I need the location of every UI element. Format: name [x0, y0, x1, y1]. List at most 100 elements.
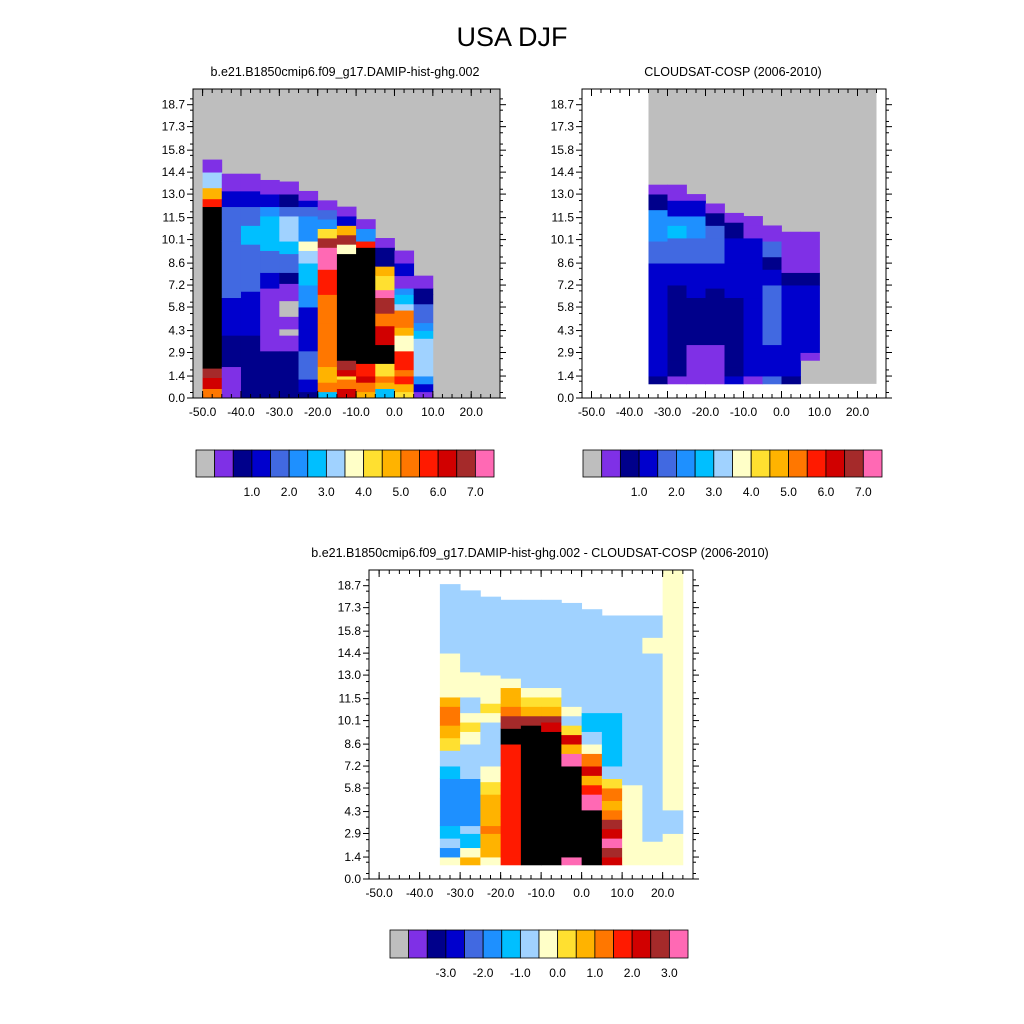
x-tick-label: -40.0 — [616, 405, 644, 419]
heatmap-cell — [500, 715, 522, 729]
heatmap-cell — [394, 250, 415, 264]
heatmap-cell — [581, 609, 603, 698]
heatmap-cell — [601, 800, 623, 811]
heatmap-cell — [743, 216, 763, 226]
colorbar-swatch — [657, 449, 677, 478]
colorbar-swatch — [251, 449, 271, 478]
colorbar-label: 5.0 — [780, 485, 797, 499]
heatmap-cell — [394, 288, 415, 295]
heatmap-cell — [460, 590, 481, 673]
heatmap-cell — [240, 225, 261, 245]
colorbar-swatch — [862, 449, 883, 478]
colorbar-label: 3.0 — [318, 485, 335, 499]
panel-3-title: b.e21.B1850cmip6.f09_g17.DAMIP-hist-ghg.… — [311, 546, 768, 560]
heatmap-cell — [500, 744, 522, 764]
heatmap-cell — [500, 697, 522, 707]
heatmap-cell — [336, 253, 357, 361]
heatmap-cell — [413, 303, 434, 324]
heatmap-cell — [500, 678, 522, 689]
y-tick-label: 14.4 — [162, 165, 186, 179]
heatmap-cell — [317, 382, 338, 393]
heatmap-cell — [260, 350, 280, 377]
heatmap-cell — [298, 241, 319, 251]
y-tick-label: 18.7 — [162, 98, 186, 112]
y-tick-label: 15.8 — [162, 143, 186, 157]
y-tick-label: 14.4 — [338, 646, 362, 660]
heatmap-cell — [480, 825, 502, 834]
heatmap-cell — [279, 316, 299, 330]
heatmap-cell — [648, 241, 668, 264]
heatmap-cell — [298, 190, 319, 201]
y-tick-label: 7.2 — [344, 759, 361, 773]
y-tick-label: 2.9 — [557, 346, 574, 360]
heatmap-cell — [724, 238, 744, 264]
heatmap-cell — [375, 289, 395, 299]
heatmap-cell — [705, 263, 725, 289]
heatmap-cell — [686, 297, 706, 346]
heatmap-cell — [642, 637, 664, 654]
colorbar-label: 6.0 — [818, 485, 835, 499]
panel-1: -50.0 -40.0 -30.0 -20.0 -10.0 0.0 10.0 20.0 0.0 1… — [162, 88, 506, 499]
colorbar-swatch — [214, 449, 234, 478]
heatmap-cell — [413, 338, 434, 377]
y-tick-label: 15.8 — [551, 143, 575, 157]
heatmap-cell — [622, 615, 643, 786]
heatmap-cell — [394, 376, 415, 385]
heatmap-cell — [439, 847, 461, 858]
heatmap-cell — [298, 307, 319, 330]
x-tick-label: -40.0 — [406, 886, 434, 900]
heatmap-cell — [705, 344, 725, 377]
y-tick-label: 2.9 — [168, 346, 185, 360]
heatmap-cell — [202, 388, 223, 399]
heatmap-cell — [202, 206, 223, 369]
colorbar-label: 7.0 — [855, 485, 872, 499]
heatmap-cell — [279, 335, 299, 352]
colorbar-label: 2.0 — [281, 485, 298, 499]
heatmap-cell — [541, 722, 562, 732]
heatmap-cell — [356, 241, 376, 248]
heatmap-cell — [298, 263, 319, 286]
heatmap-cell — [520, 599, 542, 689]
heatmap-cell — [642, 841, 664, 866]
heatmap-cell — [394, 350, 415, 371]
y-tick-label: 11.5 — [163, 211, 186, 225]
heatmap-cell — [480, 744, 502, 767]
heatmap-cell — [240, 335, 261, 364]
heatmap-cell — [724, 297, 744, 368]
colorbar-label: 5.0 — [393, 485, 410, 499]
y-tick-label: 15.8 — [338, 624, 362, 638]
y-tick-label: 5.8 — [557, 300, 574, 314]
heatmap-cell — [439, 653, 461, 698]
heatmap-cell — [413, 330, 434, 339]
heatmap-cell — [460, 744, 481, 767]
heatmap-cell — [279, 283, 299, 302]
heatmap-cell — [561, 734, 583, 745]
heatmap-cell — [601, 809, 623, 820]
heatmap-cell — [581, 809, 603, 866]
heatmap-cell — [480, 794, 502, 827]
heatmap-cell — [762, 256, 782, 270]
heatmap-cell — [356, 219, 376, 229]
colorbar-swatch — [426, 929, 447, 959]
x-tick-label: 0.0 — [573, 886, 590, 900]
heatmap-cell — [800, 285, 820, 353]
heatmap-cell — [762, 285, 782, 314]
colorbar-swatch — [363, 449, 383, 478]
colorbar-swatch — [195, 449, 216, 478]
colorbar-label: 4.0 — [355, 485, 372, 499]
heatmap-cell — [724, 222, 744, 239]
heatmap-cell — [480, 596, 502, 676]
heatmap-cell — [221, 241, 242, 299]
heatmap-cell — [375, 313, 395, 327]
heatmap-cell — [413, 275, 434, 289]
heatmap-cell — [561, 744, 583, 754]
heatmap-cell — [221, 335, 242, 368]
y-tick-label: 8.6 — [344, 737, 361, 751]
heatmap-cell — [356, 376, 376, 383]
heatmap-cell — [601, 847, 623, 858]
heatmap-cell — [601, 828, 623, 839]
heatmap-cell — [279, 206, 299, 217]
colorbar-swatch — [344, 449, 365, 478]
heatmap-cell — [240, 363, 261, 377]
heatmap-cell — [202, 187, 223, 200]
